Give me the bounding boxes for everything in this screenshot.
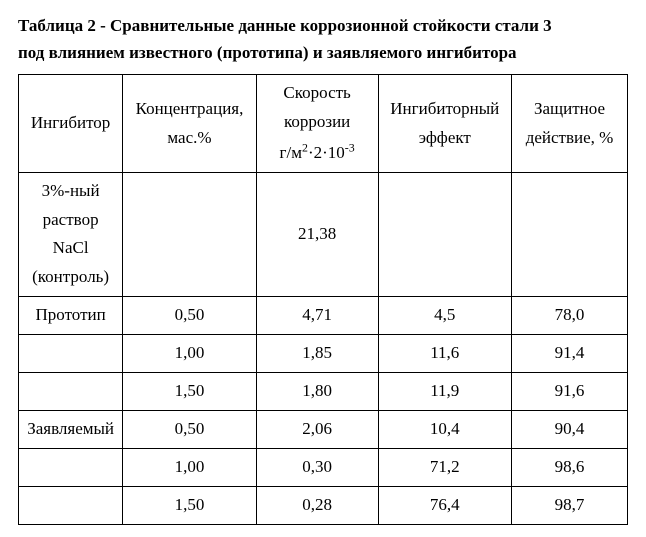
- cell-corrosion: 0,30: [256, 448, 378, 486]
- cell-concentration: 1,50: [123, 373, 256, 411]
- cell-effect: 4,5: [378, 297, 511, 335]
- cell-effect: 71,2: [378, 448, 511, 486]
- cell-protection: 98,7: [512, 486, 628, 524]
- data-table: Ингибитор Концентрация, мас.% Скорость к…: [18, 74, 628, 524]
- cell-corrosion: 4,71: [256, 297, 378, 335]
- cell-inhibitor: 3%-ный раствор NaCl (контроль): [19, 172, 123, 297]
- cell-corrosion: 1,80: [256, 373, 378, 411]
- cell-effect: [378, 172, 511, 297]
- cell-protection: 91,4: [512, 335, 628, 373]
- cell-effect: 76,4: [378, 486, 511, 524]
- header-concentration: Концентрация, мас.%: [123, 75, 256, 172]
- cell-effect: 10,4: [378, 410, 511, 448]
- cell-protection: [512, 172, 628, 297]
- cell-protection: 98,6: [512, 448, 628, 486]
- cell-corrosion: 21,38: [256, 172, 378, 297]
- table-row: Прототип 0,50 4,71 4,5 78,0: [19, 297, 628, 335]
- table-row: 3%-ный раствор NaCl (контроль) 21,38: [19, 172, 628, 297]
- cell-corrosion: 1,85: [256, 335, 378, 373]
- title-line-1: Таблица 2 - Сравнительные данные коррози…: [18, 16, 552, 35]
- cell-corrosion: 0,28: [256, 486, 378, 524]
- header-corrosion-rate: Скорость коррозии г/м2·2·10-3: [256, 75, 378, 172]
- header-inhibitor-effect: Ингибиторный эффект: [378, 75, 511, 172]
- table-row: 1,50 0,28 76,4 98,7: [19, 486, 628, 524]
- cell-inhibitor: Прототип: [19, 297, 123, 335]
- cell-inhibitor: [19, 486, 123, 524]
- cell-inhibitor: [19, 373, 123, 411]
- cell-inhibitor: [19, 448, 123, 486]
- cell-inhibitor: [19, 335, 123, 373]
- cell-effect: 11,9: [378, 373, 511, 411]
- cell-concentration: 1,50: [123, 486, 256, 524]
- header-inhibitor: Ингибитор: [19, 75, 123, 172]
- cell-protection: 91,6: [512, 373, 628, 411]
- cell-concentration: 1,00: [123, 335, 256, 373]
- table-row: 1,50 1,80 11,9 91,6: [19, 373, 628, 411]
- header-row: Ингибитор Концентрация, мас.% Скорость к…: [19, 75, 628, 172]
- cell-effect: 11,6: [378, 335, 511, 373]
- table-row: Заявляемый 0,50 2,06 10,4 90,4: [19, 410, 628, 448]
- table-row: 1,00 1,85 11,6 91,4: [19, 335, 628, 373]
- cell-protection: 78,0: [512, 297, 628, 335]
- cell-inhibitor: Заявляемый: [19, 410, 123, 448]
- cell-corrosion: 2,06: [256, 410, 378, 448]
- header-protective-action: Защитное действие, %: [512, 75, 628, 172]
- title-line-2: под влиянием известного (прототипа) и за…: [18, 43, 517, 62]
- cell-concentration: [123, 172, 256, 297]
- table-row: 1,00 0,30 71,2 98,6: [19, 448, 628, 486]
- cell-concentration: 0,50: [123, 297, 256, 335]
- cell-concentration: 0,50: [123, 410, 256, 448]
- table-title: Таблица 2 - Сравнительные данные коррози…: [18, 12, 628, 66]
- cell-concentration: 1,00: [123, 448, 256, 486]
- cell-protection: 90,4: [512, 410, 628, 448]
